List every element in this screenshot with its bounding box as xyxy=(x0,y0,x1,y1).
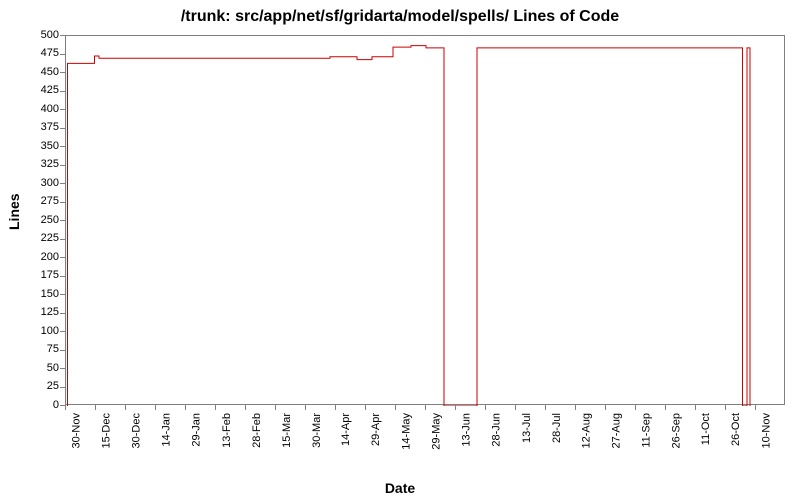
y-tick-mark xyxy=(60,387,65,388)
x-tick-mark xyxy=(635,405,636,410)
x-tick-label: 30-Dec xyxy=(131,413,143,448)
y-tick-label: 350 xyxy=(25,140,59,152)
y-tick-mark xyxy=(60,72,65,73)
x-tick-mark xyxy=(335,405,336,410)
x-tick-mark xyxy=(425,405,426,410)
x-tick-mark xyxy=(155,405,156,410)
y-tick-label: 300 xyxy=(25,177,59,189)
x-tick-label: 29-May xyxy=(431,413,443,450)
x-tick-mark xyxy=(485,405,486,410)
y-tick-label: 200 xyxy=(25,251,59,263)
y-tick-label: 475 xyxy=(25,47,59,59)
y-tick-label: 500 xyxy=(25,29,59,41)
x-tick-label: 29-Apr xyxy=(371,413,383,446)
x-tick-mark xyxy=(755,405,756,410)
y-tick-label: 450 xyxy=(25,66,59,78)
y-tick-mark xyxy=(60,202,65,203)
x-tick-label: 10-Nov xyxy=(761,413,773,448)
y-tick-label: 325 xyxy=(25,158,59,170)
y-tick-mark xyxy=(60,220,65,221)
x-tick-mark xyxy=(95,405,96,410)
x-axis-label: Date xyxy=(0,480,800,496)
x-tick-mark xyxy=(365,405,366,410)
y-tick-mark xyxy=(60,331,65,332)
x-tick-label: 30-Nov xyxy=(71,413,83,448)
x-tick-label: 27-Aug xyxy=(611,413,623,448)
x-tick-mark xyxy=(515,405,516,410)
x-tick-mark xyxy=(545,405,546,410)
x-tick-mark xyxy=(185,405,186,410)
x-tick-mark xyxy=(395,405,396,410)
y-tick-mark xyxy=(60,368,65,369)
y-tick-mark xyxy=(60,239,65,240)
chart-title: /trunk: src/app/net/sf/gridarta/model/sp… xyxy=(0,8,800,26)
x-tick-label: 28-Feb xyxy=(251,413,263,448)
y-tick-label: 225 xyxy=(25,232,59,244)
x-tick-label: 30-Mar xyxy=(311,413,323,448)
y-axis-label: Lines xyxy=(6,193,22,230)
y-tick-label: 25 xyxy=(25,380,59,392)
x-tick-mark xyxy=(215,405,216,410)
x-tick-mark xyxy=(125,405,126,410)
x-tick-mark xyxy=(665,405,666,410)
y-tick-mark xyxy=(60,350,65,351)
x-tick-label: 15-Dec xyxy=(101,413,113,448)
y-tick-mark xyxy=(60,257,65,258)
plot-area xyxy=(65,35,785,405)
y-tick-label: 125 xyxy=(25,306,59,318)
y-tick-mark xyxy=(60,276,65,277)
x-tick-label: 14-Apr xyxy=(341,413,353,446)
x-tick-mark xyxy=(725,405,726,410)
y-tick-mark xyxy=(60,313,65,314)
chart-svg xyxy=(66,36,786,406)
data-line xyxy=(68,46,751,406)
x-tick-label: 29-Jan xyxy=(191,413,203,447)
y-tick-label: 0 xyxy=(25,399,59,411)
y-tick-label: 275 xyxy=(25,195,59,207)
y-tick-mark xyxy=(60,146,65,147)
x-tick-label: 11-Oct xyxy=(701,413,713,445)
y-tick-mark xyxy=(60,91,65,92)
y-tick-mark xyxy=(60,165,65,166)
x-tick-mark xyxy=(65,405,66,410)
y-tick-label: 400 xyxy=(25,103,59,115)
x-tick-label: 14-Jan xyxy=(161,413,173,447)
x-tick-label: 13-Jul xyxy=(521,413,533,443)
y-tick-label: 250 xyxy=(25,214,59,226)
y-tick-mark xyxy=(60,294,65,295)
x-tick-label: 26-Sep xyxy=(671,413,683,448)
x-tick-mark xyxy=(245,405,246,410)
x-tick-mark xyxy=(305,405,306,410)
x-tick-label: 13-Jun xyxy=(461,413,473,447)
y-tick-mark xyxy=(60,35,65,36)
x-tick-label: 12-Aug xyxy=(581,413,593,448)
x-tick-label: 13-Feb xyxy=(221,413,233,448)
x-tick-mark xyxy=(455,405,456,410)
x-tick-label: 15-Mar xyxy=(281,413,293,448)
y-tick-label: 150 xyxy=(25,288,59,300)
y-tick-mark xyxy=(60,183,65,184)
y-tick-label: 100 xyxy=(25,325,59,337)
y-tick-label: 50 xyxy=(25,362,59,374)
y-tick-label: 75 xyxy=(25,343,59,355)
x-tick-mark xyxy=(695,405,696,410)
y-tick-label: 425 xyxy=(25,84,59,96)
x-tick-label: 11-Sep xyxy=(641,413,653,448)
x-tick-label: 26-Oct xyxy=(731,413,743,446)
x-tick-mark xyxy=(605,405,606,410)
x-tick-mark xyxy=(275,405,276,410)
x-tick-mark xyxy=(575,405,576,410)
y-tick-label: 375 xyxy=(25,121,59,133)
x-tick-label: 28-Jul xyxy=(551,413,563,443)
chart-container: /trunk: src/app/net/sf/gridarta/model/sp… xyxy=(0,0,800,500)
y-tick-label: 175 xyxy=(25,269,59,281)
x-tick-label: 14-May xyxy=(401,413,413,450)
y-tick-mark xyxy=(60,128,65,129)
x-tick-label: 28-Jun xyxy=(491,413,503,447)
y-tick-mark xyxy=(60,109,65,110)
y-tick-mark xyxy=(60,54,65,55)
